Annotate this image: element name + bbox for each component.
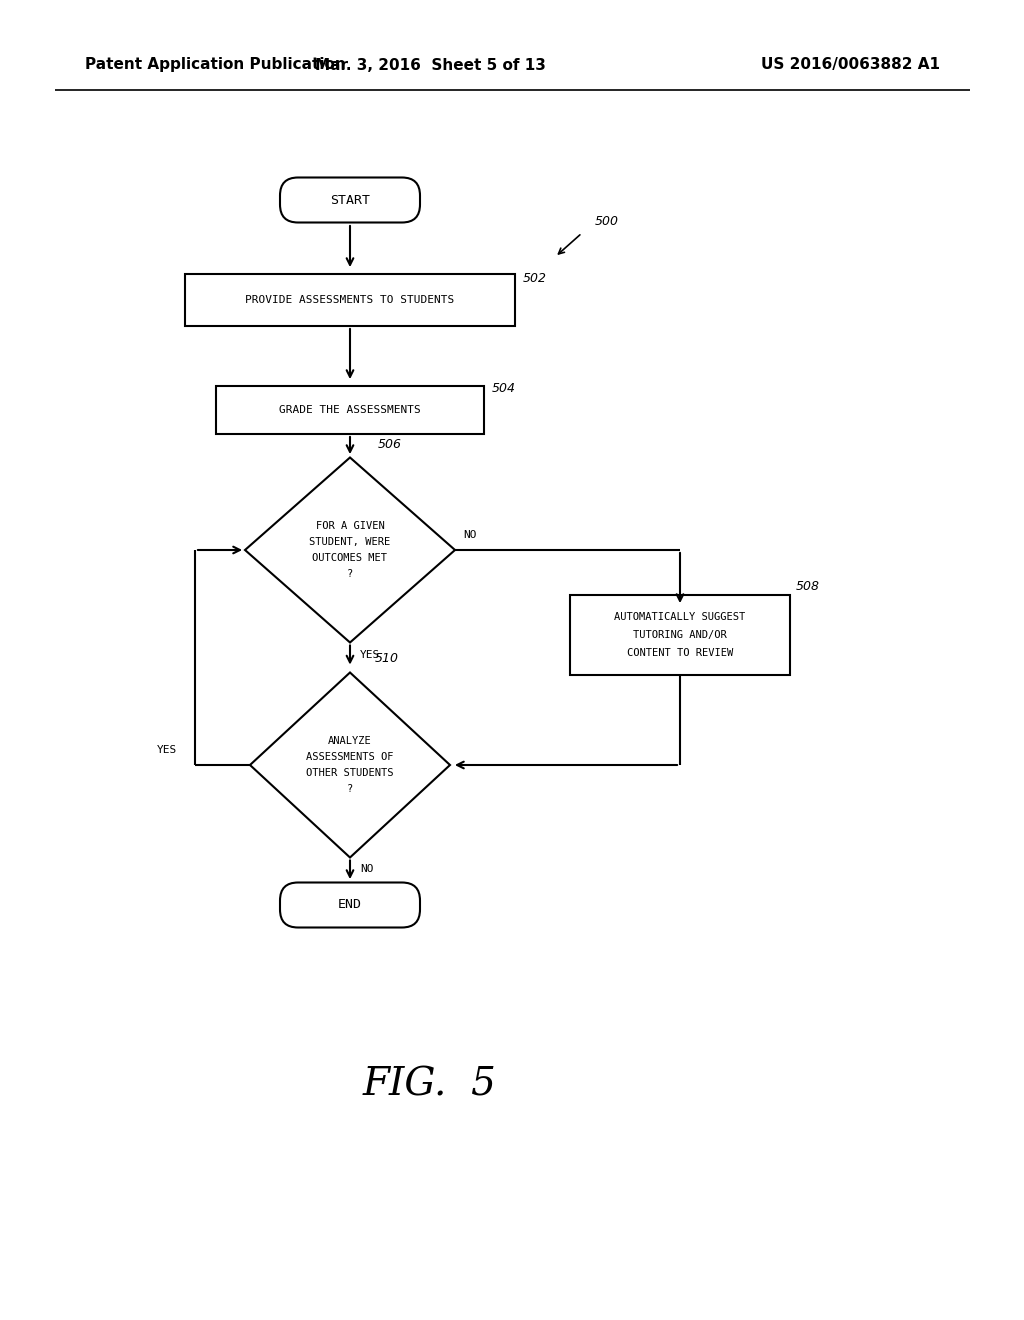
Text: YES: YES (360, 649, 380, 660)
Text: ?: ? (347, 569, 353, 579)
Text: 508: 508 (796, 579, 820, 593)
Text: ?: ? (347, 784, 353, 795)
Text: AUTOMATICALLY SUGGEST: AUTOMATICALLY SUGGEST (614, 612, 745, 622)
Text: STUDENT, WERE: STUDENT, WERE (309, 537, 390, 546)
Text: YES: YES (157, 744, 177, 755)
Bar (185, 275, 515, 326)
Text: PROVIDE ASSESSMENTS TO STUDENTS: PROVIDE ASSESSMENTS TO STUDENTS (246, 294, 455, 305)
Text: 510: 510 (375, 652, 399, 665)
FancyBboxPatch shape (280, 177, 420, 223)
Bar (216, 385, 484, 434)
Text: US 2016/0063882 A1: US 2016/0063882 A1 (761, 58, 940, 73)
Text: ANALYZE: ANALYZE (328, 737, 372, 746)
Text: OTHER STUDENTS: OTHER STUDENTS (306, 768, 394, 777)
Bar (570, 595, 790, 675)
Text: FOR A GIVEN: FOR A GIVEN (315, 521, 384, 531)
Text: END: END (338, 899, 362, 912)
Text: ASSESSMENTS OF: ASSESSMENTS OF (306, 752, 394, 762)
Polygon shape (245, 458, 455, 643)
Text: 500: 500 (595, 215, 618, 228)
Text: TUTORING AND/OR: TUTORING AND/OR (633, 630, 727, 640)
Text: Mar. 3, 2016  Sheet 5 of 13: Mar. 3, 2016 Sheet 5 of 13 (314, 58, 546, 73)
Text: 506: 506 (378, 437, 402, 450)
Text: GRADE THE ASSESSMENTS: GRADE THE ASSESSMENTS (280, 405, 421, 414)
FancyBboxPatch shape (280, 883, 420, 928)
Text: NO: NO (360, 865, 374, 874)
Text: CONTENT TO REVIEW: CONTENT TO REVIEW (627, 648, 733, 657)
Text: OUTCOMES MET: OUTCOMES MET (312, 553, 387, 564)
Text: FIG.  5: FIG. 5 (364, 1067, 497, 1104)
Text: START: START (330, 194, 370, 206)
Text: 504: 504 (492, 381, 516, 395)
Text: NO: NO (463, 531, 476, 540)
Text: Patent Application Publication: Patent Application Publication (85, 58, 346, 73)
Polygon shape (250, 672, 450, 858)
Text: 502: 502 (523, 272, 547, 285)
